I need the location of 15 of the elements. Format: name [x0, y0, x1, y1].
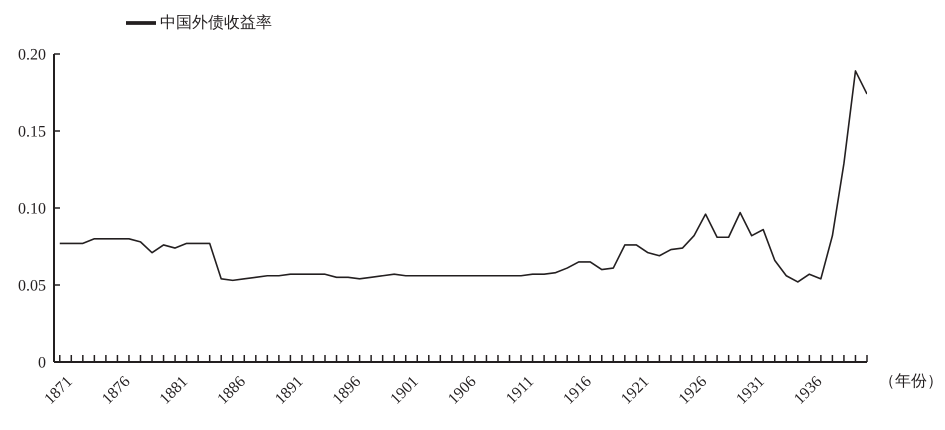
y-tick-label: 0.20 — [18, 46, 46, 64]
y-tick-label: 0.15 — [18, 124, 46, 141]
legend-label: 中国外债收益率 — [160, 12, 272, 32]
x-tick-label: 1921 — [618, 373, 653, 408]
y-tick-label: 0.05 — [18, 278, 46, 295]
x-tick-label: 1891 — [272, 373, 307, 408]
y-tick-label: 0 — [38, 354, 46, 372]
x-tick-label: 1911 — [503, 373, 538, 408]
x-tick-label: 1881 — [156, 373, 192, 408]
x-tick-label: 1931 — [733, 373, 768, 408]
y-tick-label: 0.10 — [18, 200, 46, 218]
x-tick-label: 1901 — [387, 373, 422, 408]
x-tick-label: 1871 — [41, 373, 76, 408]
x-axis-title: （年份） — [879, 371, 943, 390]
line-series — [58, 70, 867, 283]
